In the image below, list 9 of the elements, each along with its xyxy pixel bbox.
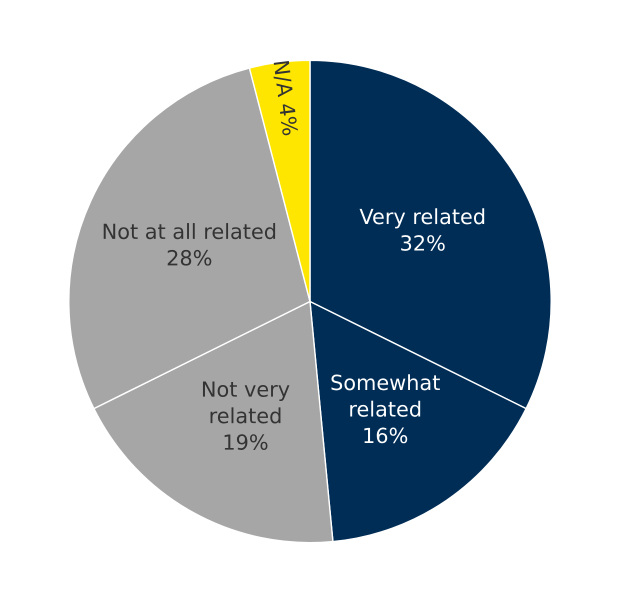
slice-label: Not at all related — [104, 223, 276, 240]
data-label: 28% — [168, 250, 212, 266]
slice-label: Not very related — [202, 381, 290, 424]
data-label: 16% — [364, 428, 408, 444]
slice-label: Somewhat related — [331, 374, 440, 417]
slice-label: N/A 4% — [272, 60, 298, 136]
data-label: 32% — [401, 235, 445, 251]
slice-label: Very related — [360, 208, 484, 228]
data-label: 19% — [224, 434, 268, 450]
